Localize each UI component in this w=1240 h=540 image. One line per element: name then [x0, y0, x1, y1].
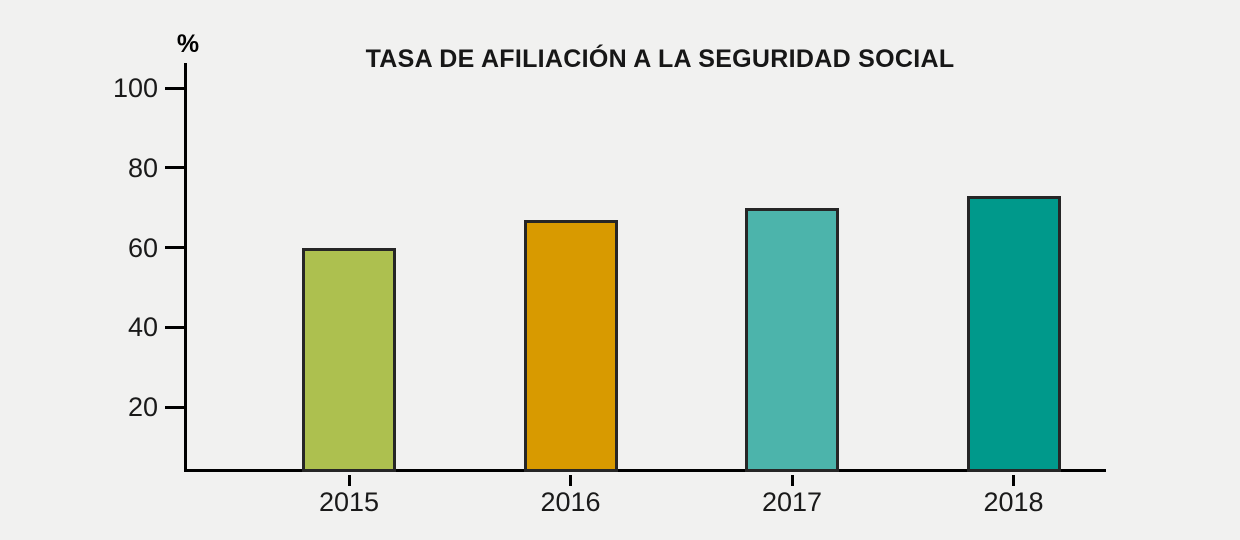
x-tick-mark — [790, 475, 794, 486]
x-tick-mark — [1012, 475, 1015, 486]
x-tick-mark — [347, 475, 351, 486]
y-tick-mark — [165, 166, 185, 170]
x-tick-label-2017: 2017 — [761, 487, 823, 517]
y-tick-label: 60 — [127, 232, 158, 263]
y-tick-mark — [165, 86, 185, 90]
y-axis-unit-label: % — [176, 30, 200, 58]
bar-2015 — [302, 247, 396, 472]
y-tick-mark — [165, 246, 185, 249]
x-tick-label-2015: 2015 — [318, 487, 380, 517]
y-tick-label: 20 — [127, 392, 158, 422]
y-tick-mark — [165, 325, 185, 329]
y-tick-label: 80 — [127, 152, 158, 183]
y-tick-label: 100 — [112, 73, 158, 103]
bar-2017 — [745, 207, 839, 472]
bar-2018 — [966, 195, 1061, 472]
y-axis-line — [184, 63, 187, 472]
x-tick-label-2016: 2016 — [540, 487, 601, 517]
bar-2016 — [523, 219, 618, 472]
y-tick-mark — [165, 405, 185, 409]
x-tick-label-2018: 2018 — [983, 487, 1044, 517]
x-axis-line — [184, 469, 1106, 472]
y-tick-label: 40 — [127, 312, 158, 343]
x-tick-mark — [569, 475, 572, 486]
chart-title: TASA DE AFILIACIÓN A LA SEGURIDAD SOCIAL — [365, 45, 955, 73]
